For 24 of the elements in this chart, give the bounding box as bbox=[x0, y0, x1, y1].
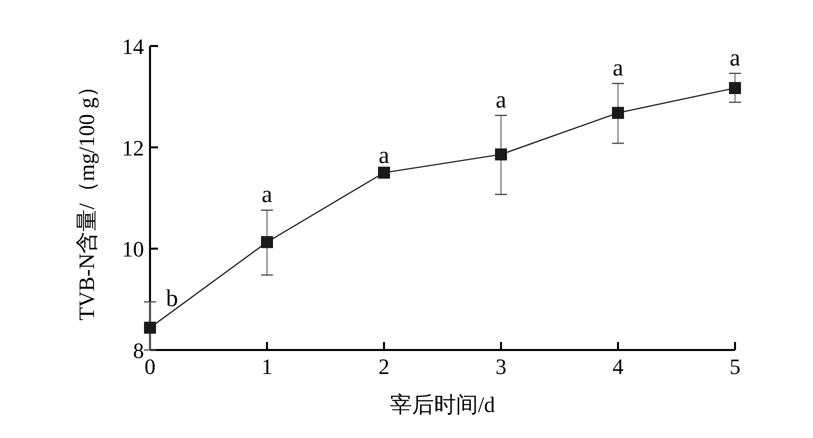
point bbox=[612, 106, 624, 119]
annotation: a bbox=[378, 143, 390, 170]
x-tick-label: 5 bbox=[730, 354, 740, 379]
annotation: a bbox=[496, 87, 507, 114]
point bbox=[261, 236, 273, 248]
annotation: b bbox=[166, 286, 178, 312]
y-tick-label: 12 bbox=[122, 135, 144, 160]
y-tick-label: 10 bbox=[122, 236, 144, 262]
point bbox=[378, 166, 390, 179]
annotation: a bbox=[612, 55, 624, 82]
x-axis-title: 宰后时间/d bbox=[390, 392, 496, 417]
y-tick-label: 14 bbox=[122, 34, 144, 59]
point bbox=[729, 82, 741, 94]
y-axis-title: TVB-N含量/（mg/100 g） bbox=[74, 75, 99, 321]
y-tick-label: 8 bbox=[133, 338, 144, 363]
point bbox=[495, 148, 507, 160]
x-tick-label: 1 bbox=[262, 354, 272, 379]
annotation: a bbox=[730, 45, 741, 72]
x-tick-label: 3 bbox=[496, 354, 506, 379]
x-tick-label: 2 bbox=[378, 354, 390, 379]
point bbox=[144, 322, 156, 334]
x-tick-label: 4 bbox=[612, 354, 624, 379]
annotation: a bbox=[262, 182, 273, 208]
x-tick-label: 0 bbox=[144, 354, 156, 379]
